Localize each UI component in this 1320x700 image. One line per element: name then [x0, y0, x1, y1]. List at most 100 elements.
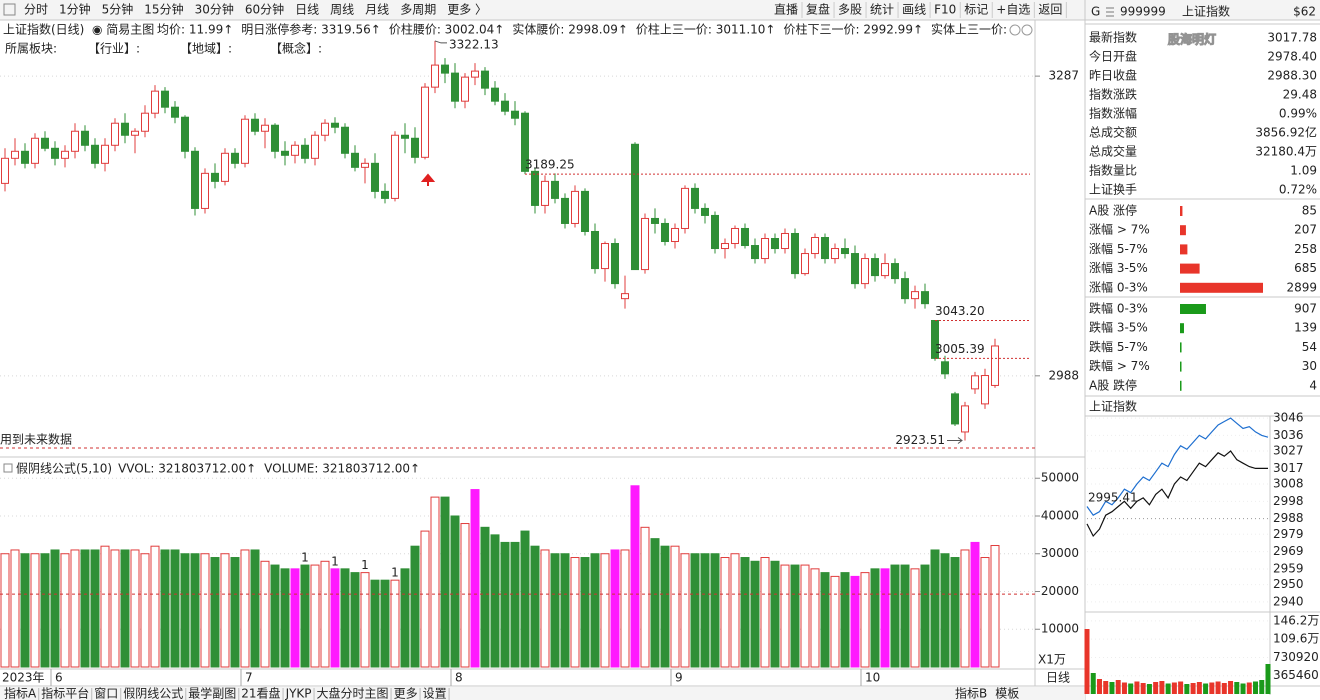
- period-tab[interactable]: 30分钟: [195, 2, 234, 17]
- toolbar-bg: [0, 0, 1320, 20]
- bottom-tab[interactable]: 更多: [394, 687, 418, 700]
- breadth-label: 跌幅 > 7%: [1089, 358, 1150, 373]
- tool-button[interactable]: 多股: [838, 3, 862, 17]
- breadth-bar: [1180, 206, 1183, 216]
- volume-bar: [450, 515, 460, 668]
- bottom-tab[interactable]: 设置: [423, 687, 447, 700]
- candle-body: [851, 253, 859, 285]
- tool-button[interactable]: +自选: [996, 3, 1030, 17]
- mini-title: 上证指数: [1089, 399, 1137, 414]
- candle-body: [361, 162, 369, 168]
- y-tick-label: 3046: [1273, 411, 1304, 425]
- menu-icon[interactable]: [3, 3, 16, 16]
- bottom-tab[interactable]: 大盘分时主图: [317, 686, 389, 700]
- bottom-tab[interactable]: 假阴线公式: [123, 687, 183, 700]
- intraday-volume-bar: [1196, 682, 1202, 694]
- candle-body: [301, 144, 309, 159]
- menu-icon[interactable]: [1106, 7, 1114, 17]
- y-tick-label: 30000: [1041, 546, 1079, 560]
- tool-button[interactable]: 统计: [870, 3, 894, 17]
- period-tab[interactable]: 周线: [330, 3, 354, 17]
- period-tab[interactable]: 月线: [365, 3, 389, 17]
- bottom-tab[interactable]: 窗口: [94, 687, 118, 700]
- tool-button[interactable]: 标记: [964, 3, 988, 17]
- bottom-tab[interactable]: 最学副图: [188, 686, 236, 700]
- volume-bar: [80, 549, 90, 668]
- period-tab[interactable]: 5分钟: [102, 2, 134, 17]
- period-tab[interactable]: 多周期: [400, 3, 436, 17]
- candle-body: [21, 150, 29, 164]
- volume-bar: [860, 572, 870, 668]
- candle-body: [231, 152, 239, 164]
- volume-bar: [470, 489, 480, 668]
- volume-bar: [110, 549, 120, 668]
- volume-bar: [980, 557, 990, 668]
- candle-body: [771, 238, 779, 250]
- tool-button[interactable]: 复盘: [806, 2, 830, 17]
- candle-body: [401, 134, 409, 139]
- volume-bar: [340, 568, 350, 668]
- volume-bar: [920, 564, 930, 668]
- bottom-tab[interactable]: JYKP: [285, 687, 312, 700]
- tool-button[interactable]: 画线: [902, 3, 926, 17]
- tool-button[interactable]: 直播: [774, 3, 798, 17]
- period-tab[interactable]: 分时: [24, 3, 48, 17]
- candle-body: [221, 152, 229, 182]
- volume-bar: [590, 553, 600, 668]
- breadth-value: 207: [1294, 223, 1317, 237]
- tool-button[interactable]: F10: [934, 3, 956, 17]
- intraday-volume-bar: [1128, 683, 1134, 694]
- breadth-value: 4: [1309, 378, 1317, 392]
- info-item: 实体腰价: 2998.09↑: [512, 22, 628, 37]
- breadth-label: 涨幅 0-3%: [1089, 279, 1148, 294]
- info-item: 实体上三一价: 3004.6: [931, 22, 1053, 37]
- period-tab[interactable]: 1分钟: [59, 2, 91, 17]
- volume-bar: [880, 568, 890, 668]
- volume-bar: [800, 564, 810, 668]
- period-tab[interactable]: 日线: [295, 3, 319, 17]
- tool-button[interactable]: 返回: [1038, 3, 1062, 17]
- bottom-tab[interactable]: 指标A: [4, 686, 37, 700]
- info-icon[interactable]: [1021, 24, 1033, 36]
- breadth-value: 685: [1294, 261, 1317, 275]
- volume-bar: [770, 560, 780, 668]
- annotation-label: 3043.20: [935, 304, 985, 318]
- y-tick-label: 2940: [1273, 594, 1304, 608]
- bottom-tab[interactable]: 指标平台: [41, 686, 89, 700]
- candle-body: [411, 137, 419, 158]
- bottom-tab[interactable]: 模板: [995, 687, 1019, 700]
- stat-label: 今日开盘: [1089, 49, 1137, 64]
- candle-body: [611, 243, 619, 285]
- formula-icon[interactable]: [3, 463, 13, 473]
- period-tab[interactable]: 15分钟: [144, 2, 183, 17]
- candle-body: [501, 100, 509, 112]
- volume-bar: [600, 553, 610, 668]
- candle-body: [681, 187, 689, 229]
- volume-bar: [420, 530, 430, 668]
- period-tab[interactable]: 60分钟: [245, 2, 284, 17]
- stat-value: 0.72%: [1279, 183, 1317, 197]
- bottom-tab[interactable]: 21看盘: [241, 686, 280, 700]
- breadth-value: 907: [1294, 302, 1317, 316]
- volume-bar: [560, 553, 570, 668]
- info-icon[interactable]: [1009, 24, 1021, 36]
- indicator-title: 假阴线公式(5,10): [16, 462, 112, 476]
- sector-label: 【行业】:: [88, 42, 140, 56]
- period-tab[interactable]: 更多 〉: [447, 3, 487, 17]
- note: 用到未来数据: [0, 432, 72, 447]
- bottom-tab[interactable]: 指标B: [955, 686, 987, 700]
- stat-value: 32180.4万: [1255, 145, 1317, 159]
- candle-body: [111, 122, 119, 146]
- volume-marker: 1: [301, 551, 309, 565]
- intraday-volume-bar: [1228, 681, 1234, 694]
- legend-entry: VOLUME: 321803712.00↑: [264, 462, 420, 476]
- volume-bar: [570, 557, 580, 668]
- candle-body: [171, 106, 179, 118]
- breadth-value: 258: [1294, 242, 1317, 256]
- candle-body: [391, 134, 399, 199]
- candle-body: [901, 278, 909, 300]
- candle-body: [781, 232, 789, 250]
- candle-body: [151, 90, 159, 114]
- candle-body: [911, 291, 919, 300]
